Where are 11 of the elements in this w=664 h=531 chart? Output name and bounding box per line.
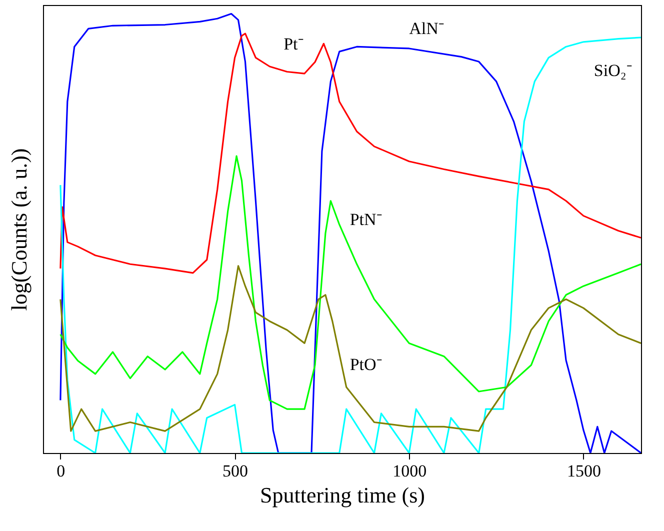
x-tick-label: 1500 [566, 462, 601, 480]
series-label: SiO₂⁻ [594, 60, 632, 80]
series-label: Pt⁻ [284, 34, 304, 54]
x-tick-label: 1000 [392, 462, 427, 480]
x-axis-title: Sputtering time (s) [260, 482, 425, 508]
x-tick-label: 0 [56, 462, 66, 480]
x-tick-label: 500 [222, 462, 248, 480]
series-label: PtN⁻ [350, 210, 382, 230]
y-axis-title: log(Counts (a. u.)) [6, 148, 32, 311]
series-label: PtO⁻ [350, 355, 382, 374]
series-label: AlN⁻ [409, 19, 444, 38]
